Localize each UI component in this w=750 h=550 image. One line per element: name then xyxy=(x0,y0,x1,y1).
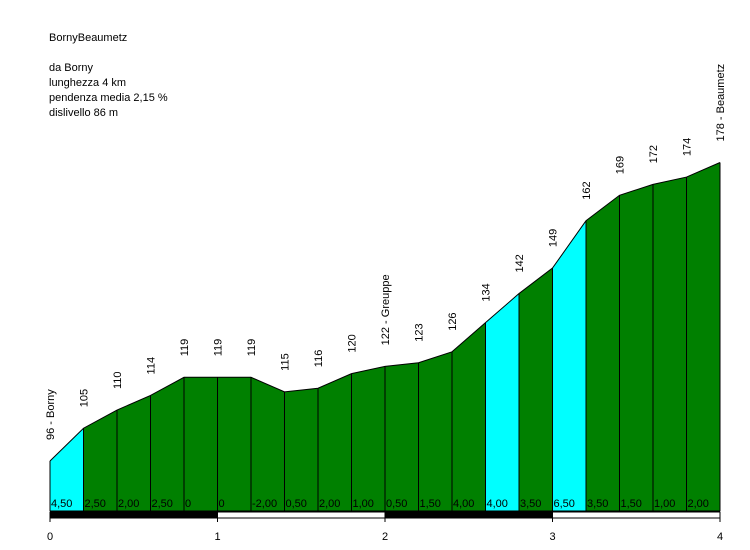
profile-segment xyxy=(184,377,218,511)
gradient-label: 4,50 xyxy=(51,498,72,510)
profile-segment xyxy=(485,293,519,511)
elevation-label: 119 xyxy=(246,339,258,357)
gradient-label: 1,50 xyxy=(420,498,441,510)
profile-segment xyxy=(83,410,117,511)
profile-segment xyxy=(586,195,620,511)
profile-segment xyxy=(686,162,720,511)
elevation-label: 134 xyxy=(481,283,493,301)
profile-segment xyxy=(653,177,687,511)
x-tick-label: 3 xyxy=(549,531,555,543)
elevation-label: 178 - Beaumetz xyxy=(715,64,727,142)
profile-segment xyxy=(217,377,251,511)
gradient-label: 6,50 xyxy=(554,498,575,510)
gradient-label: -2,00 xyxy=(252,498,277,510)
gradient-label: 2,00 xyxy=(118,498,139,510)
profile-line xyxy=(49,162,721,462)
elevation-label: 119 xyxy=(179,339,191,357)
elevation-label: 120 xyxy=(347,334,359,352)
elevation-label: 115 xyxy=(280,353,292,371)
elevation-label: 114 xyxy=(146,357,158,375)
elevation-label: 126 xyxy=(447,312,459,330)
info-elevation-gain: dislivello 86 m xyxy=(49,107,119,119)
elevation-label: 149 xyxy=(548,229,560,247)
profile-segment xyxy=(452,322,486,511)
gradient-label: 0,50 xyxy=(286,498,307,510)
elevation-label: 110 xyxy=(112,371,124,389)
profile-segment xyxy=(284,388,318,511)
elevation-label: 174 xyxy=(682,138,694,156)
scale-bar-segment xyxy=(49,511,218,519)
profile-segment xyxy=(50,428,84,511)
gradient-label: 1,00 xyxy=(353,498,374,510)
elevation-label: 142 xyxy=(514,254,526,272)
gradient-label: 2,50 xyxy=(152,498,173,510)
profile-info: BornyBeaumetz da Borny lunghezza 4 km pe… xyxy=(49,31,168,121)
gradient-label: 4,00 xyxy=(487,498,508,510)
gradient-label: 4,00 xyxy=(453,498,474,510)
x-tick-label: 1 xyxy=(214,531,220,543)
gradient-label: 3,50 xyxy=(520,498,541,510)
profile-segment xyxy=(385,362,419,511)
info-start: da Borny xyxy=(49,62,94,74)
scale-bar-segment xyxy=(384,511,553,519)
elevation-label: 172 xyxy=(648,145,660,163)
info-length: lunghezza 4 km xyxy=(49,77,127,89)
gradient-label: 3,50 xyxy=(587,498,608,510)
elevation-label: 105 xyxy=(79,389,91,407)
gradient-label: 1,00 xyxy=(654,498,675,510)
gradient-label: 2,50 xyxy=(85,498,106,510)
profile-segment xyxy=(117,395,151,511)
gradient-label: 0 xyxy=(185,498,191,510)
elevation-label: 96 - Borny xyxy=(45,389,57,440)
elevation-label: 123 xyxy=(414,323,426,341)
profile-segment xyxy=(351,366,385,511)
profile-title: BornyBeaumetz xyxy=(49,32,128,44)
elevation-label: 162 xyxy=(581,181,593,199)
profile-segment xyxy=(251,377,285,511)
gradient-label: 2,00 xyxy=(319,498,340,510)
x-tick-label: 2 xyxy=(382,531,388,543)
gradient-label: 2,00 xyxy=(688,498,709,510)
profile-segment xyxy=(552,220,586,511)
profile-segment xyxy=(318,373,352,511)
elevation-label: 116 xyxy=(313,350,325,368)
profile-segment xyxy=(619,184,653,512)
x-tick-label: 0 xyxy=(47,531,53,543)
profile-segment xyxy=(519,268,553,511)
elevation-label: 119 xyxy=(213,339,225,357)
gradient-label: 1,50 xyxy=(621,498,642,510)
scale-bar-segment xyxy=(217,511,386,519)
gradient-label: 0 xyxy=(219,498,225,510)
scale-bar-segment xyxy=(552,511,721,519)
profile-segment xyxy=(150,377,184,511)
profile-segment xyxy=(418,351,452,511)
gradient-label: 0,50 xyxy=(386,498,407,510)
elevation-label: 169 xyxy=(615,156,627,174)
x-tick-label: 4 xyxy=(717,531,723,543)
elevation-label: 122 - Greuppe xyxy=(380,274,392,345)
info-avg-gradient: pendenza media 2,15 % xyxy=(49,92,168,104)
